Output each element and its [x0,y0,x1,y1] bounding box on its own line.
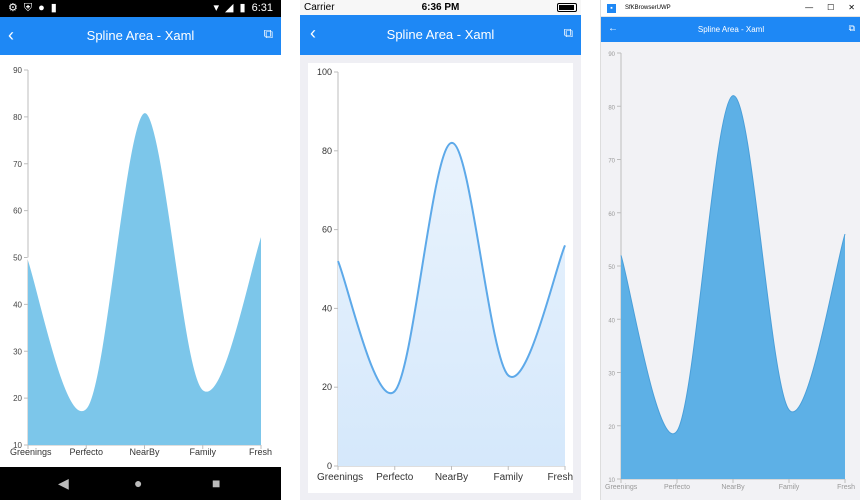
y-tick-label: 60 [322,225,332,235]
back-icon[interactable]: ‹ [310,23,316,43]
y-tick-label: 70 [608,159,615,165]
y-tick-label: 70 [13,160,22,169]
external-link-icon[interactable]: ⧉ [563,25,573,40]
x-tick-label: NearBy [721,484,745,491]
battery-icon [557,3,577,12]
y-tick-label: 90 [13,66,22,75]
series-line [620,95,846,435]
x-tick-label: Greenings [605,484,638,491]
carrier-label: Carrier [304,2,335,13]
nav-home-icon[interactable]: ● [134,475,143,491]
y-tick-label: 40 [13,300,22,309]
battery-icon: ▮ [239,2,246,14]
x-tick-label: NearBy [129,447,160,457]
y-tick-label: 20 [608,425,615,431]
back-icon[interactable]: ‹ [8,25,14,45]
app-icon: ▪ [607,4,616,13]
external-link-icon[interactable]: ⧉ [848,23,855,33]
y-tick-label: 80 [608,105,615,111]
x-tick-label: Perfecto [69,447,103,457]
ios-chart-card: 0 20 40 60 80 100 Greenings Perfecto NearBy Famil… [308,63,573,493]
y-tick-label: 40 [608,318,615,324]
y-tick-label: 60 [608,212,615,218]
y-tick-label: 0 [327,461,332,471]
minimize-icon[interactable]: — [805,3,814,12]
y-tick-label: 80 [322,146,332,156]
x-tick-label: Family [779,484,800,491]
y-tick-label: 10 [608,478,615,484]
x-tick-label: Perfecto [664,484,690,491]
external-link-icon[interactable]: ⧉ [263,26,273,41]
android-nav-bar: ◀ ● ■ [0,467,281,500]
android-app-bar: ‹ Spline Area - Xaml ⧉ [0,17,281,55]
y-tick-label: 40 [322,303,332,313]
page-title: Spline Area - Xaml [697,25,765,34]
page-title: Spline Area - Xaml [386,27,495,42]
series-area [338,142,565,466]
chart-plot: 10 20 30 40 50 60 70 80 90 Greenings Perfecto NearB… [605,52,855,491]
ios-status-time: 6:36 PM [421,2,460,13]
x-tick-label: Fresh [837,484,855,491]
maximize-icon[interactable]: ☐ [827,3,835,12]
series-line [27,111,262,412]
back-icon[interactable]: ← [608,23,618,34]
ios-spline-area-chart: 0 20 40 60 80 100 Greenings Perfecto NearBy Famil… [317,67,573,483]
close-icon[interactable]: ✕ [848,3,855,12]
uwp-panel: ▪ SfKBrowserUWP — ☐ ✕ ← Spline Area - Xa… [600,0,860,500]
x-tick-label: Greenings [10,447,52,457]
window-title: SfKBrowserUWP [625,5,671,11]
x-tick-label: Fresh [547,472,573,483]
y-tick-label: 20 [13,394,22,403]
uwp-spline-area-chart: 10 20 30 40 50 60 70 80 90 Greenings Perfecto NearB… [605,52,855,491]
nav-recent-icon[interactable]: ■ [212,475,221,491]
sdcard-icon: ▮ [50,2,57,14]
y-tick-label: 80 [13,113,22,122]
y-tick-label: 60 [13,207,22,216]
gear-icon: ⚙ [8,2,18,14]
ios-status-bar: Carrier 6:36 PM [300,0,581,15]
y-tick-label: 30 [608,372,615,378]
x-tick-label: Fresh [249,447,272,457]
uwp-window-titlebar: ▪ SfKBrowserUWP — ☐ ✕ [601,0,860,17]
y-tick-label: 90 [608,52,615,58]
x-tick-label: Family [494,472,523,483]
android-panel: ⚙ ⛨ ● ▮ ▾ ◢ ▮ 6:31 ‹ Spline Area - Xaml … [0,0,281,500]
x-tick-label: Greenings [317,472,363,483]
android-spline-area-chart: 10 20 30 40 50 60 70 80 90 Greenings Perfecto NearB… [10,66,272,457]
y-tick-label: 10 [13,441,22,450]
circle-icon: ● [38,2,45,14]
x-tick-label: NearBy [435,472,468,483]
x-tick-label: Family [190,447,217,457]
y-tick-label: 30 [13,347,22,356]
series-area [621,95,845,479]
series-area [28,112,261,446]
chart-plot: 10 20 30 40 50 60 70 80 90 Greenings Perfecto NearB… [10,66,272,457]
y-tick-label: 50 [13,254,22,263]
series-line [337,141,566,395]
shield-icon: ⛨ [23,2,33,14]
x-tick-label: Perfecto [376,472,414,483]
y-tick-label: 20 [322,382,332,392]
page-title: Spline Area - Xaml [86,28,195,43]
ios-nav-bar: ‹ Spline Area - Xaml ⧉ [300,15,581,55]
y-tick-label: 50 [608,265,615,271]
y-tick-label: 100 [317,67,332,77]
signal-icon: ◢ [225,2,234,14]
nav-back-icon[interactable]: ◀ [58,475,69,491]
uwp-app-bar: ← Spline Area - Xaml ⧉ [601,17,860,42]
android-status-bar: ⚙ ⛨ ● ▮ ▾ ◢ ▮ 6:31 [0,0,281,17]
wifi-icon: ▾ [213,2,220,14]
chart-plot: 0 20 40 60 80 100 Greenings Perfecto NearBy Famil… [317,67,573,483]
android-status-time: 6:31 [251,2,273,14]
ios-panel: Carrier 6:36 PM ‹ Spline Area - Xaml ⧉ 0… [300,0,581,500]
